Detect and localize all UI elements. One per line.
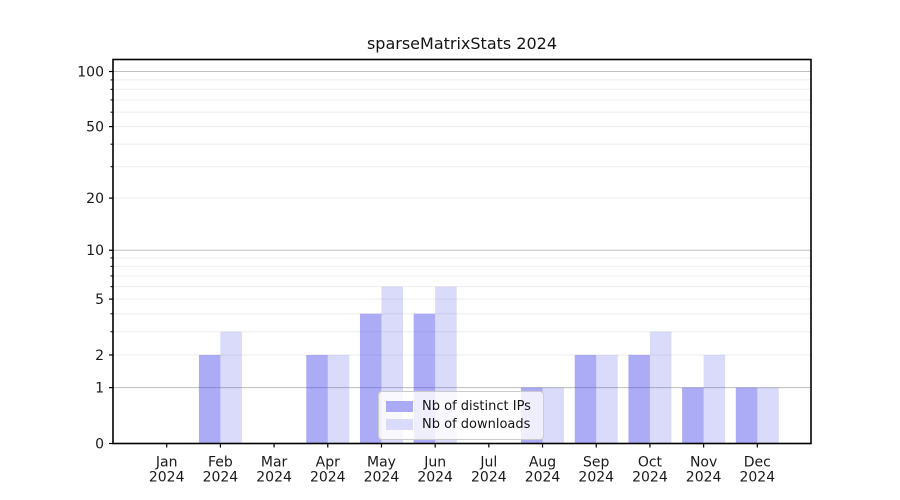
y-tick-label: 10: [86, 243, 104, 259]
bar-downloads-feb: [220, 331, 242, 444]
bar-distinct-ips-feb: [198, 354, 221, 444]
x-tick-year-label: 2024: [364, 470, 400, 486]
x-tick-label-aug: Aug: [529, 455, 556, 471]
x-tick-year-label: 2024: [632, 470, 668, 486]
x-tick-year-label: 2024: [578, 470, 614, 486]
x-tick-year-label: 2024: [203, 470, 239, 486]
bar-distinct-ips-nov: [682, 387, 704, 444]
bar-downloads-aug: [542, 387, 565, 444]
x-tick-label-mar: Mar: [261, 455, 288, 471]
x-tick-year-label: 2024: [739, 470, 775, 486]
bar-downloads-dec: [757, 387, 779, 444]
bar-downloads-oct: [649, 331, 672, 444]
bar-downloads-nov: [703, 354, 726, 444]
y-tick-label: 5: [95, 292, 104, 308]
bar-distinct-ips-apr: [306, 354, 328, 444]
bar-downloads-sep: [596, 354, 618, 444]
x-tick-year-label: 2024: [310, 470, 346, 486]
bar-distinct-ips-may: [359, 313, 382, 444]
x-tick-label-apr: Apr: [316, 455, 340, 471]
legend-label-downloads: Nb of downloads: [422, 417, 531, 432]
y-tick-label: 0: [95, 437, 104, 453]
chart-title: sparseMatrixStats 2024: [366, 34, 558, 53]
legend-swatch-downloads: [386, 419, 413, 430]
legend-swatch-distinct-ips: [386, 401, 413, 412]
x-tick-label-jul: Jul: [479, 455, 497, 471]
x-tick-year-label: 2024: [149, 470, 185, 486]
x-tick-label-sep: Sep: [583, 455, 610, 471]
y-tick-label: 100: [77, 65, 104, 81]
y-tick-label: 50: [86, 120, 104, 136]
x-tick-year-label: 2024: [256, 470, 292, 486]
bar-distinct-ips-sep: [574, 354, 597, 444]
x-tick-label-jun: Jun: [423, 455, 446, 471]
plot-border: [112, 58, 812, 445]
legend-row-distinct-ips: Nb of distinct IPs: [386, 398, 535, 415]
x-tick-label-may: May: [367, 455, 396, 471]
x-tick-label-nov: Nov: [690, 455, 717, 471]
legend-row-downloads: Nb of downloads: [386, 416, 535, 433]
y-tick-label: 1: [95, 381, 104, 397]
legend-box: Nb of distinct IPs Nb of downloads: [378, 391, 544, 440]
x-tick-year-label: 2024: [417, 470, 453, 486]
x-tick-label-oct: Oct: [638, 455, 663, 471]
bar-distinct-ips-dec: [735, 387, 758, 444]
bar-distinct-ips-oct: [628, 354, 650, 444]
x-tick-year-label: 2024: [525, 470, 561, 486]
x-tick-label-jan: Jan: [155, 455, 178, 471]
x-tick-year-label: 2024: [471, 470, 507, 486]
legend-label-distinct-ips: Nb of distinct IPs: [422, 399, 531, 414]
x-tick-year-label: 2024: [686, 470, 722, 486]
bar-downloads-apr: [327, 354, 350, 444]
y-tick-label: 20: [86, 191, 104, 207]
x-tick-label-dec: Dec: [744, 455, 771, 471]
y-tick-label: 2: [95, 348, 104, 364]
x-tick-label-feb: Feb: [208, 455, 233, 471]
